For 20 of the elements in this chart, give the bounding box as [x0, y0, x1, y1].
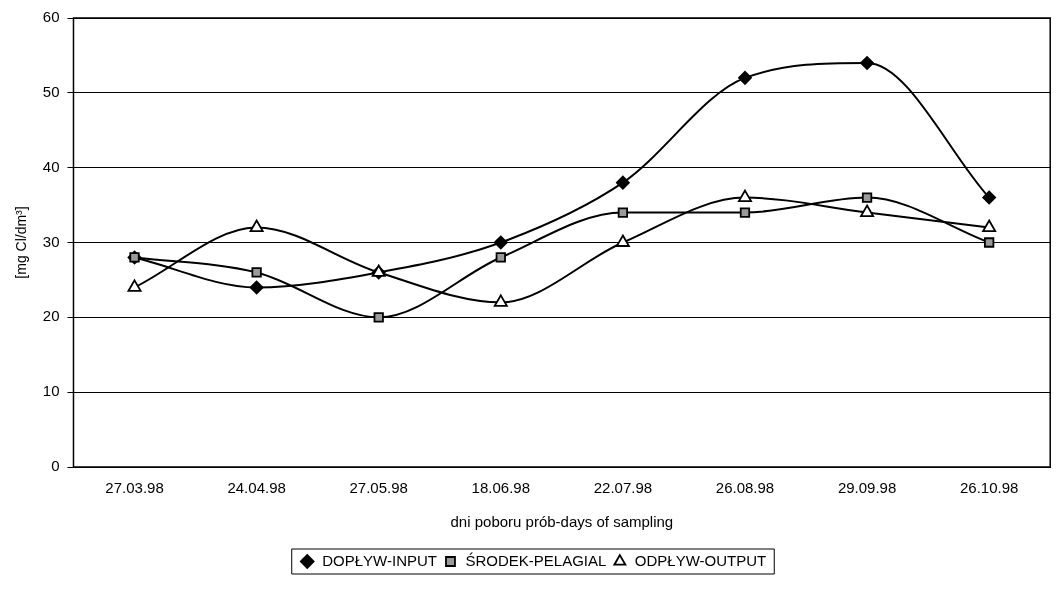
- y-tick-label: 20: [42, 307, 60, 325]
- x-tick-label: 26.08.98: [715, 479, 775, 497]
- legend-label: ODPŁYW-OUTPUT: [634, 551, 767, 569]
- y-tick-label: 10: [42, 382, 60, 400]
- x-tick-label: 22.07.98: [593, 479, 653, 497]
- y-tick-label: 60: [42, 8, 60, 26]
- legend-label: ŚRODEK-PELAGIAL: [465, 551, 607, 569]
- x-tick-label: 24.04.98: [227, 479, 286, 497]
- x-tick-label: 18.06.98: [471, 479, 530, 497]
- x-tick-label: 26.10.98: [959, 479, 1019, 497]
- x-tick-label: 29.09.98: [837, 479, 897, 497]
- x-tick-label: 27.05.98: [349, 479, 408, 497]
- y-tick-label: 30: [42, 232, 60, 250]
- y-tick-label: 50: [42, 82, 60, 100]
- y-tick-label: 0: [51, 457, 60, 475]
- x-tick-label: 27.03.98: [105, 479, 164, 497]
- legend-label: DOPŁYW-INPUT: [322, 551, 437, 569]
- y-axis-title: [mg Cl/dm³]: [13, 206, 30, 279]
- x-axis-title: dni poboru prób-days of sampling: [450, 513, 674, 531]
- y-tick-label: 40: [42, 157, 60, 175]
